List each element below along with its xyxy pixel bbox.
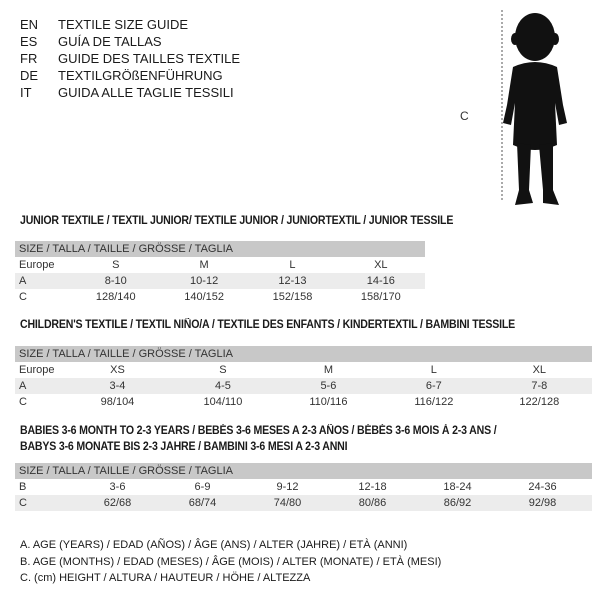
table-row: C 98/104 104/110 110/116 116/122 122/128 [15,394,592,410]
legend-item-b: B. AGE (MONTHS) / EDAD (MESES) / ÂGE (MO… [20,555,442,568]
table-row: Europe XS S M L XL [15,362,592,378]
table-cell: 10-12 [190,275,219,287]
table-header: SIZE / TALLA / TAILLE / GRÖSSE / TAGLIA [15,463,592,479]
babies-title-line1: BABIES 3-6 MONTH TO 2-3 YEARS / BEBÉS 3-… [20,425,497,437]
table-cell: M [199,259,209,271]
table-cell: XL [532,364,547,376]
lang-code: DE [20,68,39,83]
row-label: C [19,291,27,303]
table-cell: S [112,259,120,271]
row-label: Europe [19,259,55,271]
table-cell: 6-9 [194,481,211,493]
lang-code: IT [20,85,32,100]
junior-title: JUNIOR TEXTILE / TEXTIL JUNIOR/ TEXTILE … [20,215,454,227]
child-silhouette-icon [503,13,567,205]
table-cell: 12-13 [278,275,307,287]
legend-item-c: C. (cm) HEIGHT / ALTURA / HAUTEUR / HÖHE… [20,572,311,584]
table-cell: 110/116 [309,396,348,408]
table-cell: M [323,364,333,376]
table-cell: 4-5 [214,380,231,392]
table-header: SIZE / TALLA / TAILLE / GRÖSSE / TAGLIA [15,346,592,362]
table-cell: 3-4 [109,380,126,392]
babies-title-line2: BABYS 3-6 MONATE BIS 2-3 JAHRE / BAMBINI… [20,441,348,453]
lang-text: GUÍA DE TALLAS [58,34,162,49]
lang-es: ES GUÍA DE TALLAS [20,33,240,50]
legend-item-a: A. AGE (YEARS) / EDAD (AÑOS) / ÂGE (ANS)… [20,539,408,551]
table-cell: 158/170 [360,291,401,303]
lang-text: GUIDE DES TAILLES TEXTILE [58,51,241,66]
row-label: B [19,481,27,493]
table-row: A 8-10 10-12 12-13 14-16 [15,273,425,289]
table-cell: 62/68 [103,497,132,509]
table-row: C 128/140 140/152 152/158 158/170 [15,289,425,305]
children-title: CHILDREN'S TEXTILE / TEXTIL NIÑO/A / TEX… [20,319,516,331]
table-cell: 12-18 [358,481,387,493]
table-cell: L [430,364,437,376]
lang-text: TEXTILE SIZE GUIDE [58,17,189,32]
table-cell: 9-12 [276,481,299,493]
table-cell: S [219,364,227,376]
table-cell: 98/104 [100,396,135,408]
table-cell: 24-36 [528,481,557,493]
row-label: C [19,396,27,408]
table-cell: 6-7 [425,380,442,392]
table-cell: 104/110 [203,396,243,408]
table-cell: 128/140 [95,291,136,303]
table-cell: 80/86 [358,497,387,509]
language-titles: EN TEXTILE SIZE GUIDE ES GUÍA DE TALLAS FR… [20,16,240,101]
lang-text: TEXTILGRÖßENFÜHRUNG [58,68,223,83]
table-cell: 74/80 [273,497,302,509]
table-cell: 140/152 [184,291,224,303]
lang-it: IT GUIDA ALLE TAGLIE TESSILI [20,84,240,101]
table-row: Europe S M L XL [15,257,425,273]
lang-de: DE TEXTILGRÖßENFÜHRUNG [20,67,240,84]
row-label: A [19,380,27,392]
table-cell: 86/92 [443,497,472,509]
table-cell: L [289,259,296,271]
table-cell: 8-10 [104,275,127,287]
child-silhouette-figure: C [460,10,567,205]
lang-code: EN [20,17,39,32]
row-label: A [19,275,27,287]
lang-fr: FR GUIDE DES TAILLES TEXTILE [20,50,240,67]
table-cell: 7-8 [531,380,548,392]
table-cell: XL [374,259,388,271]
table-cell: 116/122 [414,396,454,408]
table-cell: 3-6 [109,481,126,493]
table-header: SIZE / TALLA / TAILLE / GRÖSSE / TAGLIA [15,241,425,257]
lang-code: FR [20,51,38,66]
table-cell: 92/98 [528,497,557,509]
table-cell: 5-6 [320,380,337,392]
row-label: C [19,497,27,509]
babies-size-table: SIZE / TALLA / TAILLE / GRÖSSE / TAGLIA … [15,463,592,511]
lang-text: GUIDA ALLE TAGLIE TESSILI [58,85,234,100]
table-cell: 68/74 [188,497,217,509]
table-cell: XS [110,364,125,376]
table-cell: 18-24 [443,481,472,493]
table-row: C 62/68 68/74 74/80 80/86 86/92 92/98 [15,495,592,511]
lang-code: ES [20,34,38,49]
table-cell: 122/128 [519,396,560,408]
children-size-table: SIZE / TALLA / TAILLE / GRÖSSE / TAGLIA … [15,346,592,410]
row-label: Europe [19,364,55,376]
table-cell: 152/158 [272,291,313,303]
table-row: B 3-6 6-9 9-12 12-18 18-24 24-36 [15,479,592,495]
table-row: A 3-4 4-5 5-6 6-7 7-8 [15,378,592,394]
height-label: C [460,109,469,123]
lang-en: EN TEXTILE SIZE GUIDE [20,16,240,33]
legend: A. AGE (YEARS) / EDAD (AÑOS) / ÂGE (ANS)… [20,537,441,587]
table-cell: 14-16 [366,275,395,287]
junior-size-table: SIZE / TALLA / TAILLE / GRÖSSE / TAGLIA … [15,241,425,305]
